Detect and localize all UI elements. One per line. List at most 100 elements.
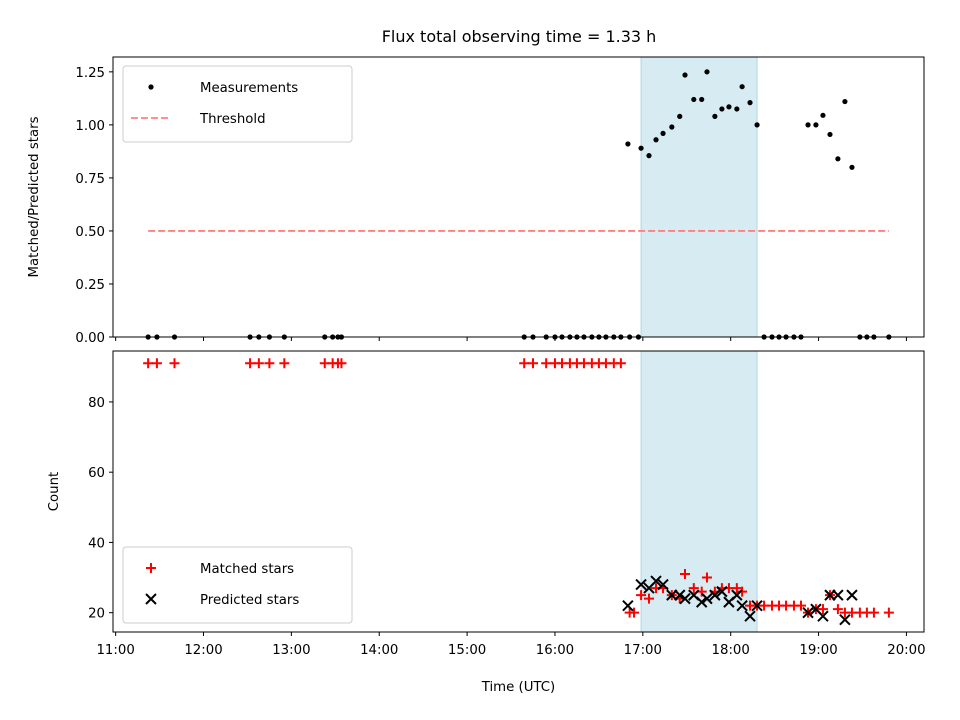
top-measurements-point <box>719 106 725 112</box>
bottom-matched-stars-point <box>795 600 806 611</box>
top-measurements-point <box>704 69 710 75</box>
bottom-legend-label: Predicted stars <box>200 593 299 608</box>
bottom-matched-stars-point <box>832 604 843 615</box>
bottom-matched-stars-point <box>883 607 894 618</box>
top-measurements-point <box>682 72 688 78</box>
bottom-axes-frame <box>112 350 925 633</box>
top-legend-marker <box>148 84 154 90</box>
bottom-predicted-stars-point <box>701 592 713 605</box>
bottom-panel: 20 40 60 80 11:00 12:00 13:00 14:00 15:00 16:00 17… <box>47 350 926 695</box>
top-measurements-point <box>699 96 705 103</box>
bottom-matched-stars-point <box>629 607 640 618</box>
bottom-matched-stars-point <box>680 569 691 580</box>
bottom-matched-stars-point <box>643 593 654 604</box>
top-measurements-point <box>638 145 644 151</box>
top-shaded-band <box>641 57 758 337</box>
bottom-matched-stars-point <box>737 586 748 597</box>
bottom-ytick-label: 60 <box>88 466 105 481</box>
bottom-predicted-stars-point <box>657 578 669 591</box>
bottom-ytick-label: 20 <box>88 607 105 622</box>
bottom-predicted-stars-point <box>802 606 814 619</box>
bottom-matched-stars-point <box>519 358 530 369</box>
top-axes-frame <box>112 56 925 338</box>
top-measurements-point <box>691 96 697 103</box>
bottom-xtick-label: 16:00 <box>536 643 574 658</box>
top-ytick-label: 0.00 <box>75 331 105 346</box>
bottom-matched-stars-point <box>541 358 552 369</box>
bottom-y-axis-label: Count <box>47 472 62 512</box>
bottom-legend-marker <box>145 593 157 605</box>
bottom-matched-stars-point <box>245 358 256 369</box>
top-measurements-point <box>739 84 745 90</box>
bottom-predicted-stars-point <box>650 575 662 587</box>
top-measurements-point <box>813 122 819 128</box>
bottom-matched-stars-point <box>527 358 538 369</box>
bottom-matched-stars-point <box>151 358 162 369</box>
top-legend-label: Threshold <box>199 112 266 127</box>
bottom-matched-stars-point <box>868 607 879 618</box>
bottom-predicted-stars-point <box>674 589 686 601</box>
bottom-predicted-stars-point <box>679 592 691 605</box>
bottom-predicted-stars-point <box>839 613 851 626</box>
top-measurements-point <box>754 122 760 128</box>
bottom-matched-stars-point <box>817 604 828 615</box>
top-legend-box <box>122 65 353 143</box>
bottom-predicted-stars-point <box>731 589 743 601</box>
bottom-matched-stars-point <box>264 358 275 369</box>
top-measurements-point <box>835 156 841 162</box>
bottom-predicted-stars-point <box>635 578 647 591</box>
bottom-predicted-stars-point <box>709 589 721 601</box>
bottom-matched-stars-point <box>279 358 290 369</box>
bottom-predicted-stars-point <box>751 599 763 612</box>
bottom-xtick-label: 19:00 <box>799 643 837 658</box>
top-measurements-point <box>827 131 833 138</box>
top-y-axis-label: Matched/Predicted stars <box>27 116 42 277</box>
bottom-legend-marker <box>146 563 156 573</box>
bottom-matched-stars-point <box>701 572 712 583</box>
top-ytick-label: 0.50 <box>75 225 105 240</box>
bottom-xtick-label: 11:00 <box>96 643 134 658</box>
top-measurements-point <box>726 104 732 110</box>
bottom-xtick-label: 12:00 <box>184 643 222 658</box>
bottom-matched-stars-point <box>615 358 626 369</box>
top-measurements-point <box>820 112 826 118</box>
bottom-matched-stars-point <box>253 358 264 369</box>
chart-title: Flux total observing time = 1.33 h <box>382 27 657 46</box>
bottom-matched-stars-point <box>636 590 647 601</box>
top-measurements-point <box>842 98 848 105</box>
bottom-predicted-stars-point <box>716 585 728 598</box>
bottom-xtick-label: 20:00 <box>887 643 925 658</box>
top-measurements-point <box>849 164 855 170</box>
top-ytick-label: 1.00 <box>75 119 105 134</box>
top-measurements-point <box>660 130 666 136</box>
bottom-xtick-label: 13:00 <box>272 643 310 658</box>
bottom-ytick-label: 80 <box>88 396 105 411</box>
top-measurements-point <box>625 141 631 147</box>
bottom-ytick-label: 40 <box>88 536 105 551</box>
bottom-predicted-stars-point <box>736 599 748 612</box>
bottom-xtick-label: 17:00 <box>624 643 662 658</box>
top-measurements-point <box>677 113 683 119</box>
bottom-xtick-label: 14:00 <box>360 643 398 658</box>
top-measurements-point <box>734 106 740 112</box>
bottom-matched-stars-point <box>169 358 180 369</box>
bottom-predicted-stars-point <box>832 589 844 601</box>
bottom-matched-stars-point <box>731 583 742 594</box>
top-measurements-point <box>712 113 718 119</box>
bottom-predicted-stars-point <box>846 589 858 601</box>
top-measurements-point <box>653 137 659 143</box>
top-measurements-point <box>669 124 675 130</box>
bottom-predicted-stars-point <box>817 610 829 622</box>
top-ytick-label: 1.25 <box>75 66 105 81</box>
bottom-matched-stars-point <box>688 583 699 594</box>
top-measurements-point <box>747 100 753 106</box>
top-ytick-label: 0.25 <box>75 278 105 293</box>
bottom-xtick-label: 15:00 <box>448 643 486 658</box>
top-legend-label: Measurements <box>200 81 298 96</box>
x-axis-label: Time (UTC) <box>481 680 556 695</box>
bottom-predicted-stars-point <box>695 596 708 608</box>
top-panel: 0.00 0.25 0.50 0.75 1.00 1.25 Matched/Predicte… <box>27 56 925 346</box>
bottom-legend-label: Matched stars <box>200 562 294 577</box>
bottom-xtick-label: 18:00 <box>712 643 750 658</box>
